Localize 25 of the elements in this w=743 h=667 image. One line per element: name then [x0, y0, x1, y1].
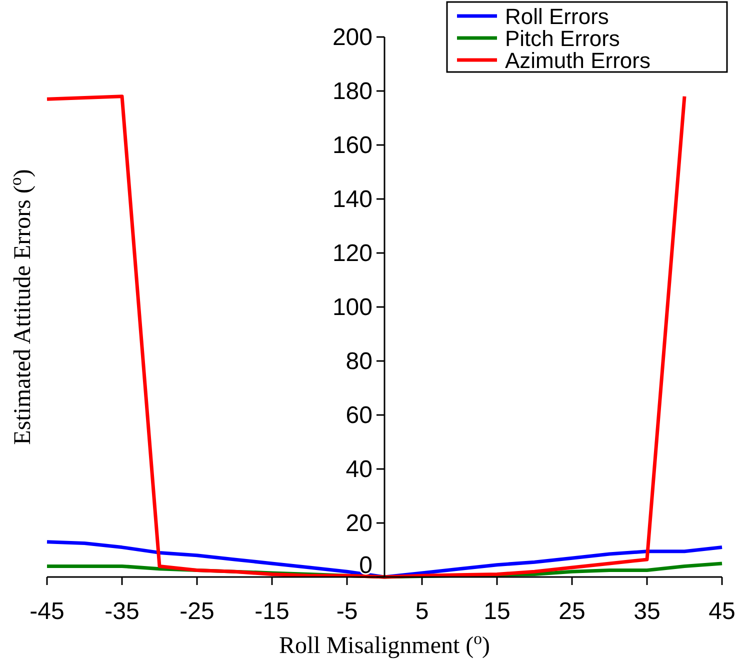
- x-tick-label: -25: [180, 598, 214, 625]
- x-tick-label: -15: [254, 598, 290, 625]
- x-tick-label: -45: [30, 598, 64, 625]
- x-tick-label: 5: [415, 598, 429, 625]
- y-tick-label: 120: [332, 240, 372, 267]
- x-tick-label: 35: [634, 598, 660, 625]
- legend-label: Pitch Errors: [505, 26, 620, 51]
- y-tick-label: 20: [346, 510, 372, 537]
- y-tick-label: 40: [346, 456, 372, 483]
- legend-label: Roll Errors: [505, 4, 609, 29]
- y-tick-label: 0: [359, 552, 372, 579]
- x-tick-label: 25: [558, 598, 586, 625]
- y-tick-label: 140: [332, 186, 372, 213]
- y-tick-label: 160: [332, 132, 372, 159]
- x-tick-label: 45: [708, 598, 736, 625]
- y-tick-label: 180: [332, 78, 372, 105]
- y-tick-label: 60: [346, 402, 372, 429]
- y-tick-label: 100: [332, 294, 372, 321]
- x-tick-label: 15: [484, 598, 510, 625]
- y-tick-label: 80: [346, 348, 372, 375]
- x-tick-label: -35: [104, 598, 140, 625]
- x-tick-label: -5: [336, 598, 358, 625]
- legend-label: Azimuth Errors: [505, 48, 650, 73]
- y-tick-label: 200: [332, 24, 372, 51]
- x-axis-title: Roll Misalignment ($^{o}$): [278, 628, 490, 659]
